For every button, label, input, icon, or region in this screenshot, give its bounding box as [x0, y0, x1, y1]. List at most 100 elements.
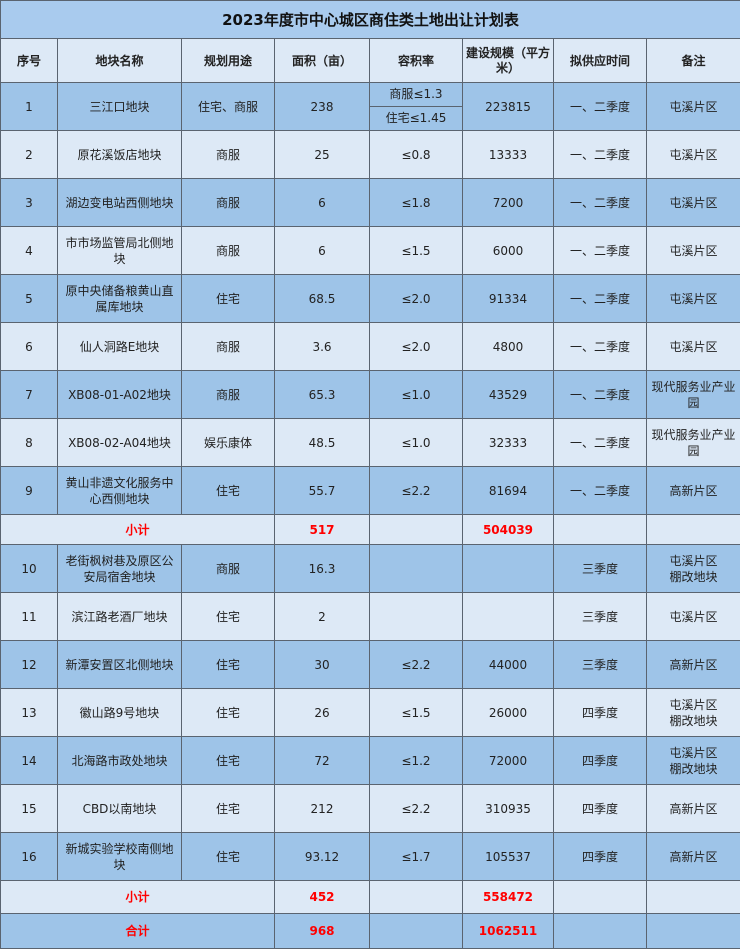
area: 48.5 — [275, 419, 370, 467]
row-number: 14 — [1, 737, 58, 785]
row-number: 6 — [1, 323, 58, 371]
planned-use: 商服 — [182, 131, 275, 179]
parcel-name: XB08-01-A02地块 — [58, 371, 182, 419]
summary-area: 968 — [275, 914, 370, 949]
summary-label: 小计 — [1, 515, 275, 545]
planned-use: 住宅 — [182, 833, 275, 881]
header-use: 规划用途 — [182, 39, 275, 83]
supply-time: 一、二季度 — [554, 419, 647, 467]
header-area: 面积（亩） — [275, 39, 370, 83]
parcel-name: 黄山非遗文化服务中心西侧地块 — [58, 467, 182, 515]
header-note: 备注 — [647, 39, 740, 83]
build-scale: 223815 — [463, 83, 554, 131]
summary-time — [554, 515, 647, 545]
floor-area-ratio: ≤1.5 — [370, 689, 463, 737]
row-number: 7 — [1, 371, 58, 419]
summary-far — [370, 914, 463, 949]
planned-use: 住宅 — [182, 275, 275, 323]
summary-area: 517 — [275, 515, 370, 545]
row-number: 1 — [1, 83, 58, 131]
row-number: 3 — [1, 179, 58, 227]
parcel-name: 北海路市政处地块 — [58, 737, 182, 785]
parcel-name: 新城实验学校南侧地块 — [58, 833, 182, 881]
row-number: 10 — [1, 545, 58, 593]
floor-area-ratio: ≤2.0 — [370, 323, 463, 371]
build-scale: 81694 — [463, 467, 554, 515]
area: 68.5 — [275, 275, 370, 323]
note: 高新片区 — [647, 641, 740, 689]
summary-time — [554, 914, 647, 949]
parcel-name: 老街枫树巷及原区公安局宿舍地块 — [58, 545, 182, 593]
build-scale: 26000 — [463, 689, 554, 737]
summary-scale: 504039 — [463, 515, 554, 545]
floor-area-ratio: ≤1.2 — [370, 737, 463, 785]
parcel-name: 原花溪饭店地块 — [58, 131, 182, 179]
supply-time: 一、二季度 — [554, 227, 647, 275]
header-row: 序号地块名称规划用途面积（亩）容积率建设规模（平方米）拟供应时间备注 — [1, 39, 740, 83]
summary-scale: 1062511 — [463, 914, 554, 949]
note: 屯溪片区 — [647, 227, 740, 275]
row-number: 8 — [1, 419, 58, 467]
supply-time: 四季度 — [554, 737, 647, 785]
note: 高新片区 — [647, 467, 740, 515]
supply-time: 四季度 — [554, 785, 647, 833]
summary-label: 小计 — [1, 881, 275, 914]
parcel-name: 新潭安置区北侧地块 — [58, 641, 182, 689]
header-time: 拟供应时间 — [554, 39, 647, 83]
supply-time: 一、二季度 — [554, 131, 647, 179]
parcel-name: 仙人洞路E地块 — [58, 323, 182, 371]
row-number: 15 — [1, 785, 58, 833]
planned-use: 娱乐康体 — [182, 419, 275, 467]
area: 93.12 — [275, 833, 370, 881]
table-title: 2023年度市中心城区商住类土地出让计划表 — [1, 1, 740, 39]
note: 屯溪片区 棚改地块 — [647, 737, 740, 785]
floor-area-ratio: ≤1.5 — [370, 227, 463, 275]
supply-time: 一、二季度 — [554, 179, 647, 227]
note: 高新片区 — [647, 833, 740, 881]
area: 3.6 — [275, 323, 370, 371]
planned-use: 住宅 — [182, 737, 275, 785]
area: 65.3 — [275, 371, 370, 419]
floor-area-ratio: ≤1.0 — [370, 419, 463, 467]
parcel-name: 湖边变电站西侧地块 — [58, 179, 182, 227]
summary-far — [370, 515, 463, 545]
note: 屯溪片区 — [647, 593, 740, 641]
supply-time: 一、二季度 — [554, 323, 647, 371]
build-scale: 6000 — [463, 227, 554, 275]
area: 238 — [275, 83, 370, 131]
header-name: 地块名称 — [58, 39, 182, 83]
floor-area-ratio — [370, 545, 463, 593]
note: 屯溪片区 — [647, 179, 740, 227]
note: 高新片区 — [647, 785, 740, 833]
area: 6 — [275, 179, 370, 227]
area: 55.7 — [275, 467, 370, 515]
build-scale: 44000 — [463, 641, 554, 689]
build-scale: 105537 — [463, 833, 554, 881]
area: 212 — [275, 785, 370, 833]
parcel-name: 滨江路老酒厂地块 — [58, 593, 182, 641]
row-number: 12 — [1, 641, 58, 689]
summary-far — [370, 881, 463, 914]
area: 2 — [275, 593, 370, 641]
build-scale: 13333 — [463, 131, 554, 179]
note: 屯溪片区 棚改地块 — [647, 689, 740, 737]
summary-note — [647, 914, 740, 949]
row-number: 11 — [1, 593, 58, 641]
area: 25 — [275, 131, 370, 179]
row-number: 13 — [1, 689, 58, 737]
